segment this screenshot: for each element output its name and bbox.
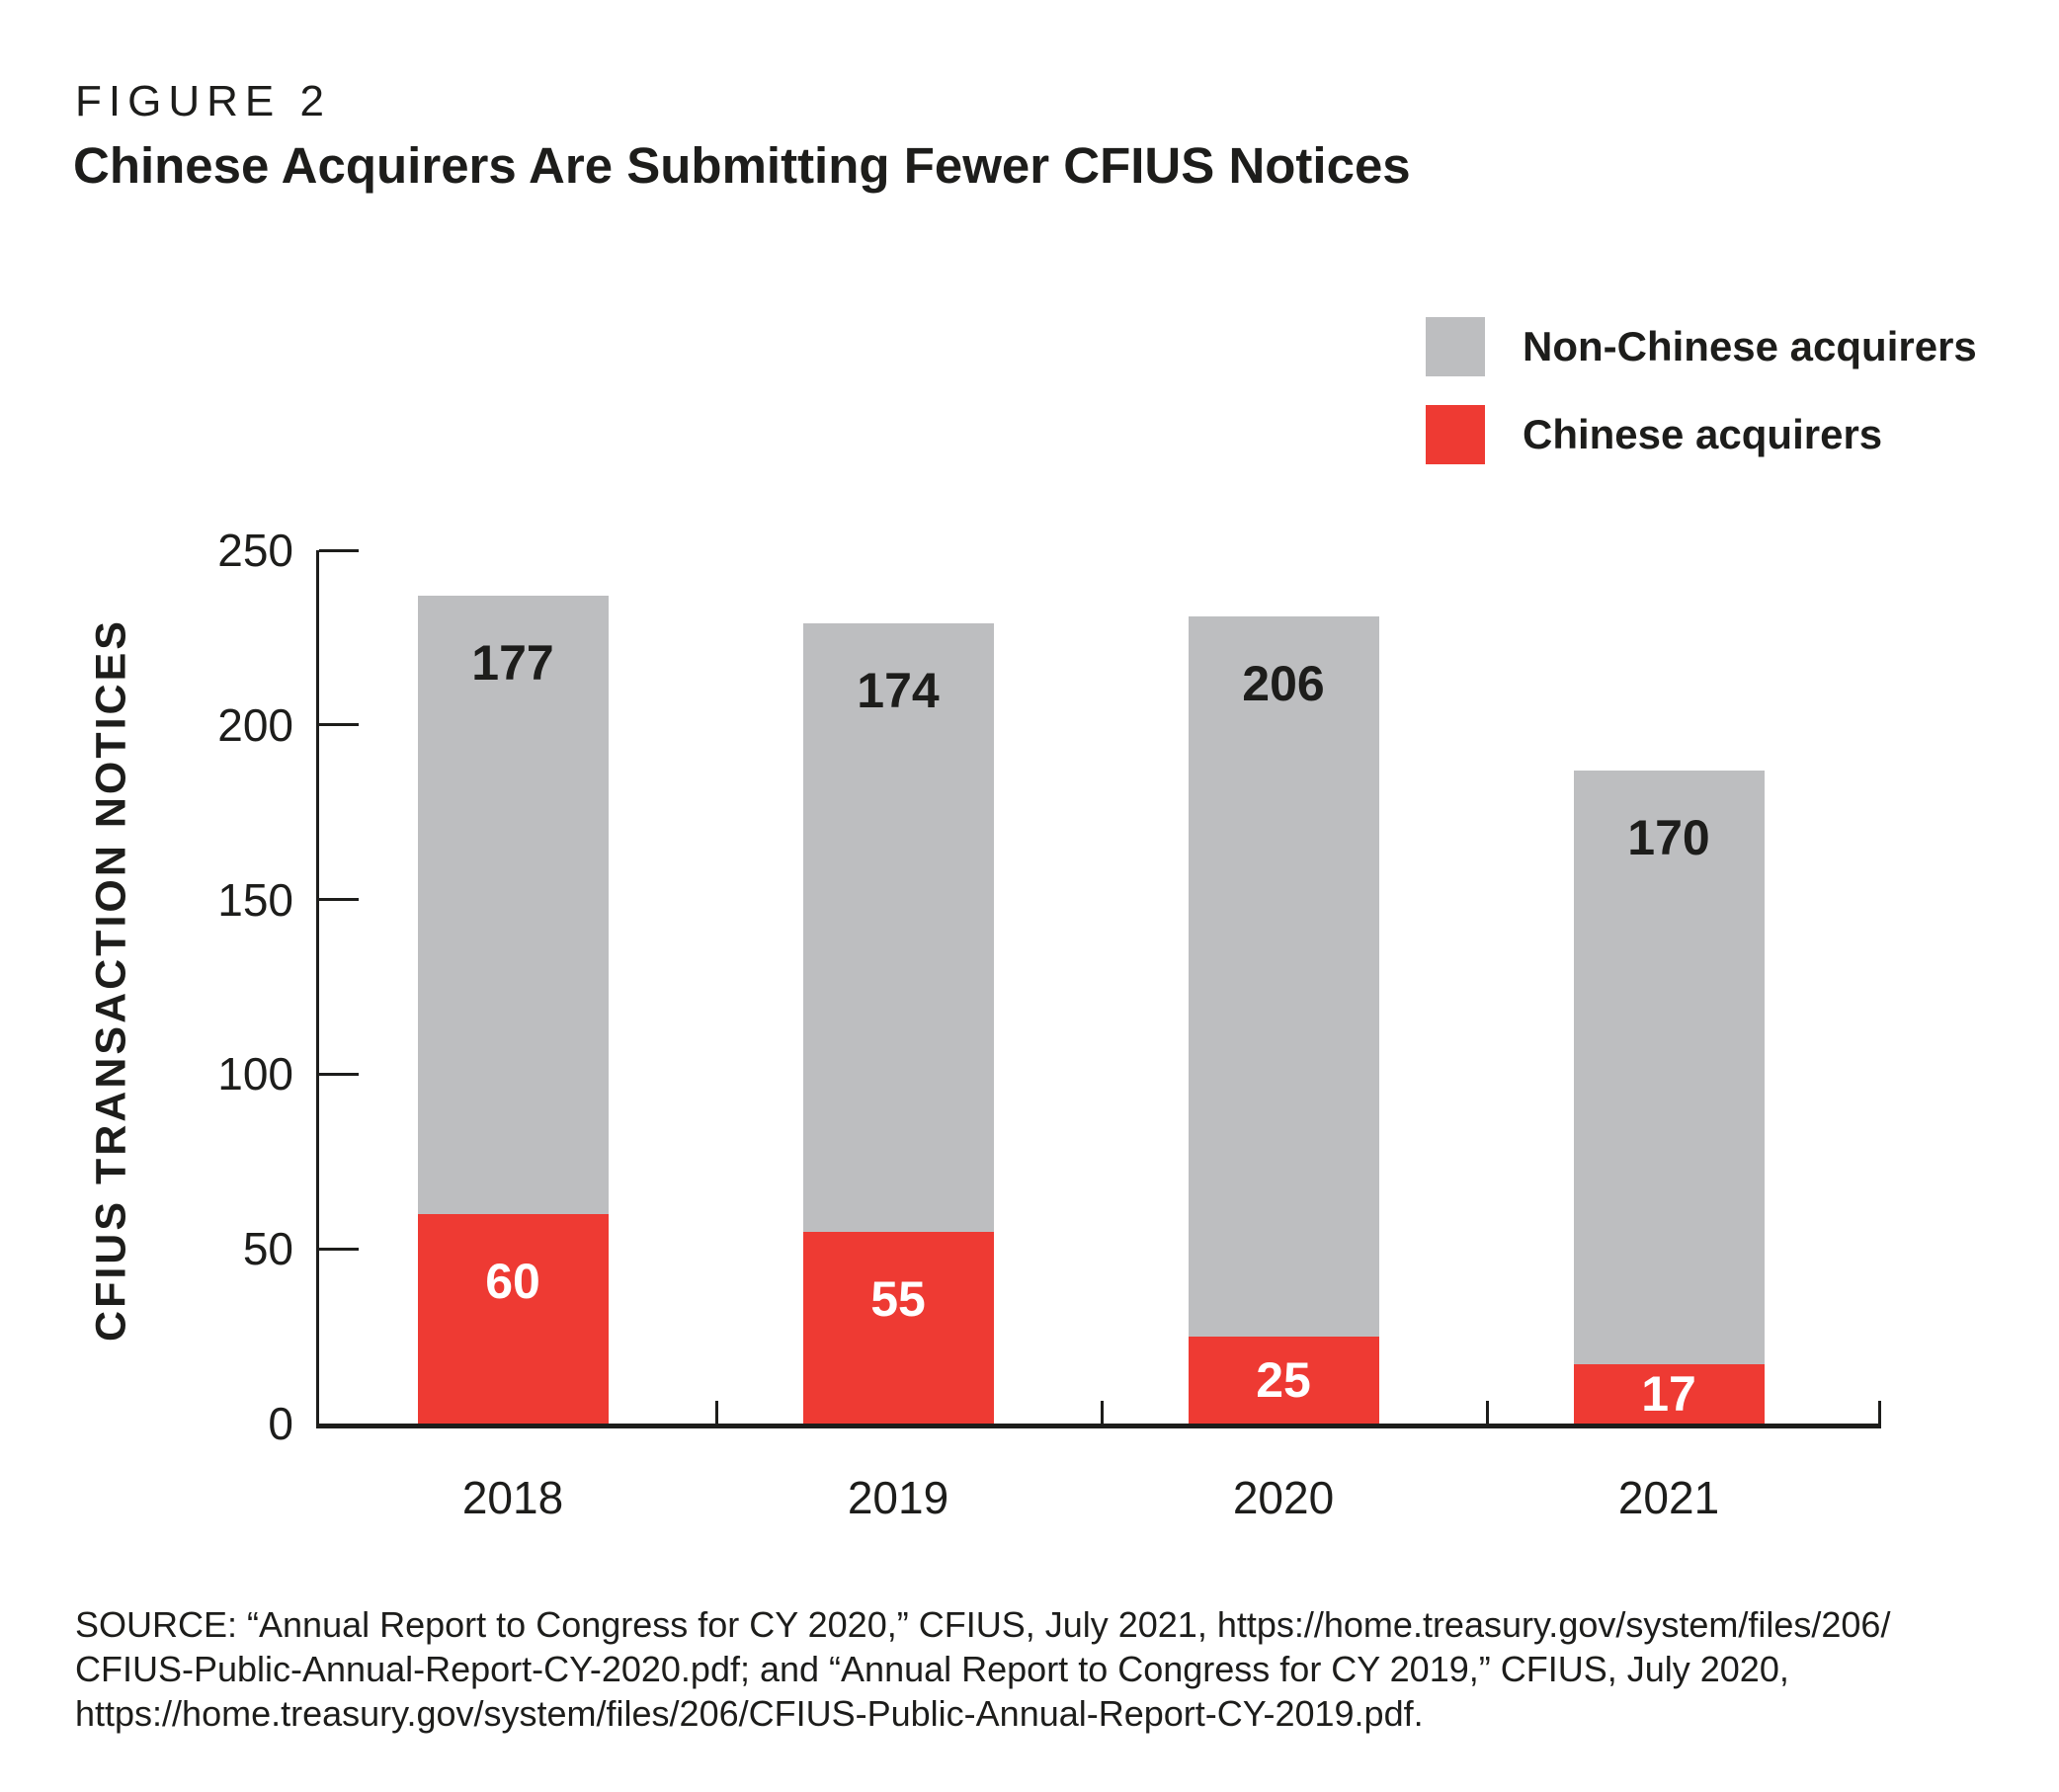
y-axis-tick (319, 1247, 359, 1251)
y-axis-tick-label: 150 (217, 873, 293, 926)
x-axis-category-label-2020: 2020 (1232, 1472, 1335, 1523)
y-axis-tick (319, 548, 359, 552)
bar-value-non-chinese-2019: 174 (857, 663, 940, 719)
x-axis-category-label-2019: 2019 (847, 1472, 949, 1523)
source-line: CFIUS-Public-Annual-Report-CY-2020.pdf; … (75, 1649, 1789, 1689)
legend-item-non-chinese: Non-Chinese acquirers (1426, 317, 1977, 376)
bar-value-chinese-2019: 55 (870, 1270, 926, 1327)
y-axis-tick-label: 250 (217, 525, 293, 576)
bar-segment-chinese-2019 (802, 1231, 994, 1424)
bar-value-non-chinese-2018: 177 (471, 634, 554, 691)
y-axis-tick (319, 898, 359, 902)
figure-title: Chinese Acquirers Are Submitting Fewer C… (73, 137, 1411, 194)
bar-value-non-chinese-2020: 206 (1242, 656, 1325, 712)
y-axis-title: CFIUS TRANSACTION NOTICES (87, 618, 135, 1342)
source-line: https://home.treasury.gov/system/files/2… (75, 1693, 1424, 1734)
legend-label-chinese: Chinese acquirers (1523, 411, 1883, 457)
y-axis-tick-label: 100 (217, 1048, 293, 1100)
bar-segment-chinese-2021 (1573, 1363, 1765, 1424)
bar-value-chinese-2021: 17 (1641, 1365, 1696, 1422)
y-axis-tick-label: 200 (217, 698, 293, 751)
bar-segment-non-chinese-2020 (1188, 616, 1379, 1337)
y-axis-tick-label: 0 (268, 1398, 293, 1449)
y-axis-tick (319, 1072, 359, 1076)
x-axis-tick (715, 1401, 718, 1424)
bar-segment-non-chinese-2018 (417, 595, 609, 1214)
legend-label-non-chinese: Non-Chinese acquirers (1523, 323, 1977, 369)
x-axis-tick (1101, 1401, 1104, 1424)
bar-value-chinese-2018: 60 (485, 1253, 540, 1309)
x-axis-category-label-2021: 2021 (1617, 1472, 1720, 1523)
bar-segment-non-chinese-2021 (1573, 770, 1765, 1364)
x-axis-tick (1486, 1401, 1489, 1424)
source-note: SOURCE: “Annual Report to Congress for C… (75, 1602, 2031, 1736)
legend-item-chinese: Chinese acquirers (1426, 405, 1977, 464)
legend-swatch-red (1426, 405, 1485, 464)
legend-swatch-gray (1426, 317, 1485, 376)
figure-number-label: FIGURE 2 (75, 77, 331, 125)
bar-value-chinese-2020: 25 (1256, 1351, 1311, 1408)
bar-value-non-chinese-2021: 170 (1627, 809, 1710, 865)
bar-segment-chinese-2018 (417, 1213, 609, 1424)
x-axis-category-label-2018: 2018 (461, 1472, 564, 1523)
plot-area: 0 50 100 150 200 250 177 60 2018 174 55 2019 206 25 20… (217, 525, 1881, 1523)
bar-segment-non-chinese-2019 (802, 623, 994, 1232)
bar-segment-chinese-2020 (1188, 1336, 1379, 1424)
x-axis-end-tick (1878, 1401, 1881, 1424)
source-line: SOURCE: “Annual Report to Congress for C… (75, 1604, 1891, 1645)
y-axis-tick-label: 50 (242, 1223, 293, 1275)
chart-legend: Non-Chinese acquirers Chinese acquirers (1426, 317, 1977, 493)
y-axis-tick (319, 723, 359, 727)
